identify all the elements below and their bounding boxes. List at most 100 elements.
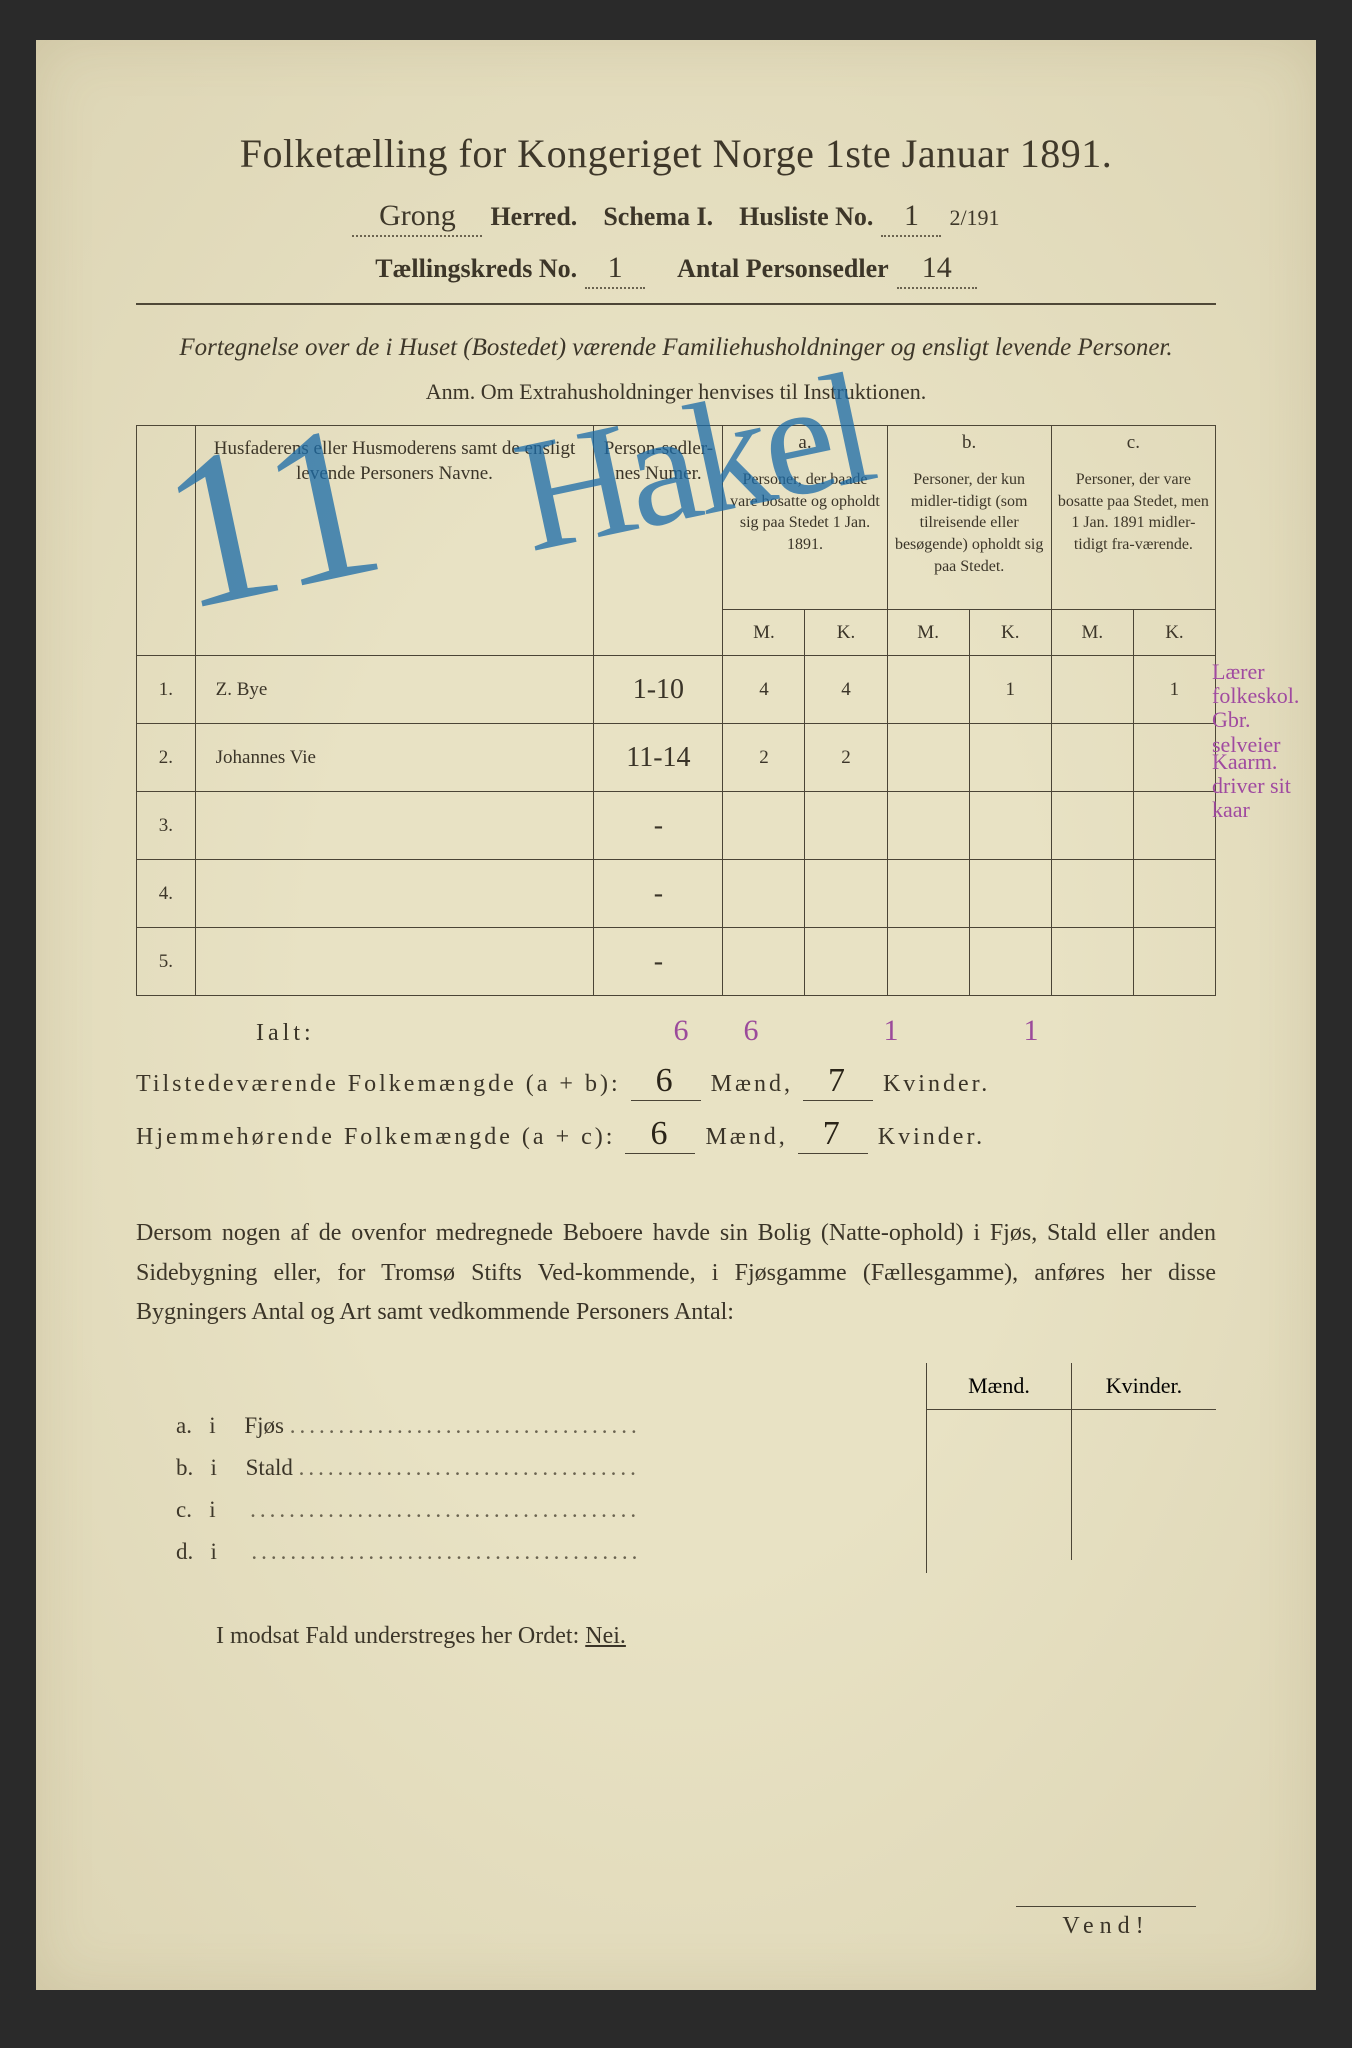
row-ck (1133, 724, 1215, 792)
row-name (195, 860, 594, 928)
buildings-table: a. i Fjøs ..............................… (136, 1363, 1216, 1573)
census-table: Husfaderens eller Husmoderens samt de en… (136, 425, 1216, 997)
ialt-bk: 1 (856, 1014, 926, 1048)
table-row: 4. - (137, 860, 1216, 928)
row-name: Johannes Vie (195, 724, 594, 792)
bygn-row: a. i Fjøs ..............................… (136, 1405, 926, 1447)
row-bk (969, 928, 1051, 996)
row-name (195, 928, 594, 996)
col-name-head: Husfaderens eller Husmoderens samt de en… (195, 425, 594, 656)
bygn-head: Mænd. Kvinder. (927, 1363, 1216, 1410)
row-cm (1051, 928, 1133, 996)
table-row: 1.Z. Bye1-104411 (137, 656, 1216, 724)
table-row: 3. - (137, 792, 1216, 860)
row-bm (887, 860, 969, 928)
vend-label: Vend! (1016, 1906, 1196, 1940)
row-bm (887, 656, 969, 724)
row-cm (1051, 792, 1133, 860)
nei-pre: I modsat Fald understreges her Ordet: (216, 1623, 585, 1649)
herred-label: Herred. (490, 202, 577, 232)
col-a-top: a. (723, 425, 887, 459)
row-bm (887, 928, 969, 996)
col-c-head: Personer, der vare bosatte paa Stedet, m… (1051, 459, 1215, 609)
schema-label: Schema I. (603, 202, 713, 232)
row-num: 2. (137, 724, 196, 792)
divider (136, 303, 1216, 305)
summary2-m: 6 (625, 1115, 695, 1154)
kreds-value: 1 (585, 251, 645, 289)
row-am (723, 928, 805, 996)
row-ak: 2 (805, 724, 887, 792)
summary-resident: Hjemmehørende Folkemængde (a + c): 6 Mæn… (136, 1115, 1216, 1154)
bygn-head-k: Kvinder. (1072, 1363, 1216, 1409)
row-bm (887, 792, 969, 860)
maend-label: Mænd, (705, 1124, 787, 1151)
row-ck (1133, 860, 1215, 928)
summary1-m: 6 (631, 1062, 701, 1101)
col-c-top: c. (1051, 425, 1215, 459)
row-ck (1133, 792, 1215, 860)
row-ps: - (594, 792, 723, 860)
ialt-am: 6 (646, 1014, 716, 1048)
col-b-top: b. (887, 425, 1051, 459)
row-cm (1051, 656, 1133, 724)
page-title: Folketælling for Kongeriget Norge 1ste J… (136, 130, 1216, 177)
row-num: 4. (137, 860, 196, 928)
mk-m: M. (887, 609, 969, 656)
col-a-head: Personer, der baade vare bosatte og opho… (723, 459, 887, 609)
row-am: 2 (723, 724, 805, 792)
row-am: 4 (723, 656, 805, 724)
row-name: Z. Bye (195, 656, 594, 724)
col-ps-head: Person-sedler-nes Numer. (594, 425, 723, 656)
header-row-2: Tællingskreds No. 1 Antal Personsedler 1… (136, 251, 1216, 289)
col-b-head: Personer, der kun midler-tidigt (som til… (887, 459, 1051, 609)
nei-word: Nei. (585, 1623, 626, 1649)
bygn-row: d. i ...................................… (136, 1531, 926, 1573)
subheading: Fortegnelse over de i Huset (Bostedet) v… (136, 329, 1216, 367)
bygn-row: b. i Stald .............................… (136, 1447, 926, 1489)
row-cm (1051, 860, 1133, 928)
header-row-1: Grong Herred. Schema I. Husliste No. 1 2… (136, 199, 1216, 237)
bygn-row: c. i ...................................… (136, 1489, 926, 1531)
herred-value: Grong (352, 199, 482, 237)
row-num: 3. (137, 792, 196, 860)
mk-k: K. (1133, 609, 1215, 656)
summary-present: Tilstedeværende Folkemængde (a + b): 6 M… (136, 1062, 1216, 1101)
mk-k: K. (805, 609, 887, 656)
mk-k: K. (969, 609, 1051, 656)
totals-row: Ialt: 6 6 1 1 (136, 1014, 1216, 1048)
table-row: 2.Johannes Vie11-1422 (137, 724, 1216, 792)
row-ck (1133, 928, 1215, 996)
margin-note-1: Lærer folkeskol. Gbr. selveier (1212, 660, 1302, 757)
ialt-label: Ialt: (136, 1020, 536, 1047)
col-rownum (137, 425, 196, 656)
maend-label: Mænd, (711, 1071, 793, 1098)
document-page: 11 Hakel Lærer folkeskol. Gbr. selveier … (36, 40, 1316, 1990)
husliste-fraction: 2/191 (949, 205, 999, 231)
row-bm (887, 724, 969, 792)
row-ps: 11-14 (594, 724, 723, 792)
row-bk (969, 860, 1051, 928)
row-bk: 1 (969, 656, 1051, 724)
table-row: 5. - (137, 928, 1216, 996)
husliste-label: Husliste No. (739, 202, 873, 232)
row-cm (1051, 724, 1133, 792)
row-ps: 1-10 (594, 656, 723, 724)
ialt-ck: 1 (996, 1014, 1066, 1048)
row-bk (969, 792, 1051, 860)
row-num: 5. (137, 928, 196, 996)
row-ps: - (594, 928, 723, 996)
row-ak: 4 (805, 656, 887, 724)
mk-m: M. (1051, 609, 1133, 656)
row-ak (805, 860, 887, 928)
row-bk (969, 724, 1051, 792)
row-ak (805, 792, 887, 860)
mk-m: M. (723, 609, 805, 656)
summary2-label: Hjemmehørende Folkemængde (a + c): (136, 1124, 615, 1151)
row-ps: - (594, 860, 723, 928)
antal-label: Antal Personsedler (677, 254, 889, 284)
ialt-ak: 6 (716, 1014, 786, 1048)
row-am (723, 792, 805, 860)
margin-note-2: Kaarm. driver sit kaar (1212, 750, 1302, 823)
antal-value: 14 (897, 251, 977, 289)
